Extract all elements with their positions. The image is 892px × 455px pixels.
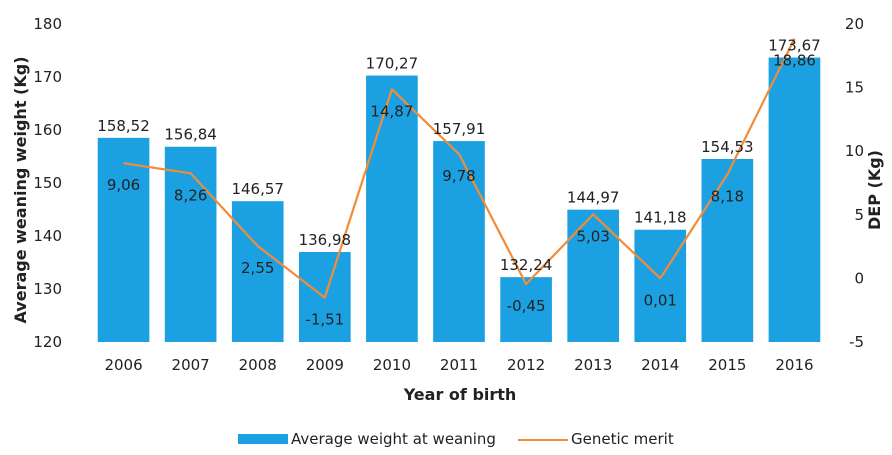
bar-data-labels: 158,52 156,84 146,57 136,98 170,27 157,91 132,…: [97, 37, 820, 275]
legend-label-bar: Average weight at weaning: [291, 430, 496, 448]
line-value-label: 18,86: [773, 52, 816, 70]
bar: [500, 277, 552, 342]
bar-value-label: 170,27: [366, 55, 419, 73]
line-value-label: 0,01: [644, 291, 677, 309]
right-tick-label: 10: [845, 142, 864, 160]
bar-series: [97, 57, 821, 342]
y2-axis-title: DEP (Kg): [865, 150, 884, 230]
x-axis: 2006 2007 2008 2009 2010 2011 2012 2013 2014 2015…: [104, 356, 813, 374]
x-tick-label: 2006: [104, 356, 142, 374]
line-value-label: -0,45: [507, 297, 546, 315]
bar-value-label: 132,24: [500, 256, 553, 274]
right-tick-label: 20: [845, 15, 864, 33]
left-tick-label: 150: [33, 174, 62, 192]
left-tick-label: 140: [33, 227, 62, 245]
line-data-labels: 9,06 8,26 2,55 -1,51 14,87 9,78 -0,45 5,03 0,01 8…: [107, 52, 816, 329]
right-tick-label: 0: [854, 269, 864, 287]
bar-value-label: 146,57: [231, 180, 284, 198]
line-value-label: 14,87: [370, 102, 413, 120]
bar-value-label: 158,52: [97, 117, 150, 135]
legend-label-line: Genetic merit: [571, 430, 674, 448]
left-tick-label: 120: [33, 333, 62, 351]
left-tick-label: 180: [33, 15, 62, 33]
bar-value-label: 154,53: [701, 138, 754, 156]
bar-value-label: 173,67: [768, 37, 821, 55]
bar: [164, 146, 217, 342]
bar: [97, 137, 150, 342]
x-tick-label: 2014: [641, 356, 679, 374]
x-tick-label: 2013: [574, 356, 612, 374]
right-tick-label: 15: [845, 79, 864, 97]
line-value-label: -1,51: [305, 311, 344, 329]
line-value-label: 2,55: [241, 259, 274, 277]
bar-value-label: 141,18: [634, 209, 687, 227]
line-value-label: 5,03: [576, 227, 609, 245]
bar-value-label: 136,98: [299, 231, 352, 249]
left-axis: 120 130 140 150 160 170 180: [33, 15, 62, 351]
bar: [701, 158, 754, 342]
bar: [231, 201, 284, 342]
x-tick-label: 2016: [775, 356, 813, 374]
bar: [634, 229, 687, 342]
x-tick-label: 2011: [440, 356, 478, 374]
x-tick-label: 2010: [373, 356, 411, 374]
bar: [366, 75, 418, 342]
line-series: [123, 38, 796, 299]
left-tick-label: 130: [33, 280, 62, 298]
x-tick-label: 2015: [708, 356, 746, 374]
left-tick-label: 170: [33, 68, 62, 86]
bar-value-label: 157,91: [433, 120, 486, 138]
right-tick-label: 5: [854, 206, 864, 224]
right-tick-label: -5: [849, 333, 864, 351]
y-axis-title: Average weaning weight (Kg): [11, 56, 30, 323]
x-tick-label: 2008: [239, 356, 277, 374]
line-value-label: 9,78: [442, 167, 475, 185]
bar: [433, 141, 485, 342]
bar: [768, 57, 821, 342]
bar-value-label: 156,84: [164, 126, 217, 144]
left-tick-label: 160: [33, 121, 62, 139]
x-axis-title: Year of birth: [403, 385, 517, 404]
bar-value-label: 144,97: [567, 189, 620, 207]
legend: Average weight at weaning Genetic merit: [238, 430, 674, 448]
line-value-label: 8,26: [174, 186, 207, 204]
x-tick-label: 2012: [507, 356, 545, 374]
x-tick-label: 2009: [306, 356, 344, 374]
line-value-label: 9,06: [107, 176, 140, 194]
line-value-label: 8,18: [711, 187, 744, 205]
right-axis: -5 0 5 10 15 20: [845, 15, 864, 351]
x-tick-label: 2007: [172, 356, 210, 374]
legend-swatch-bar: [238, 434, 288, 444]
